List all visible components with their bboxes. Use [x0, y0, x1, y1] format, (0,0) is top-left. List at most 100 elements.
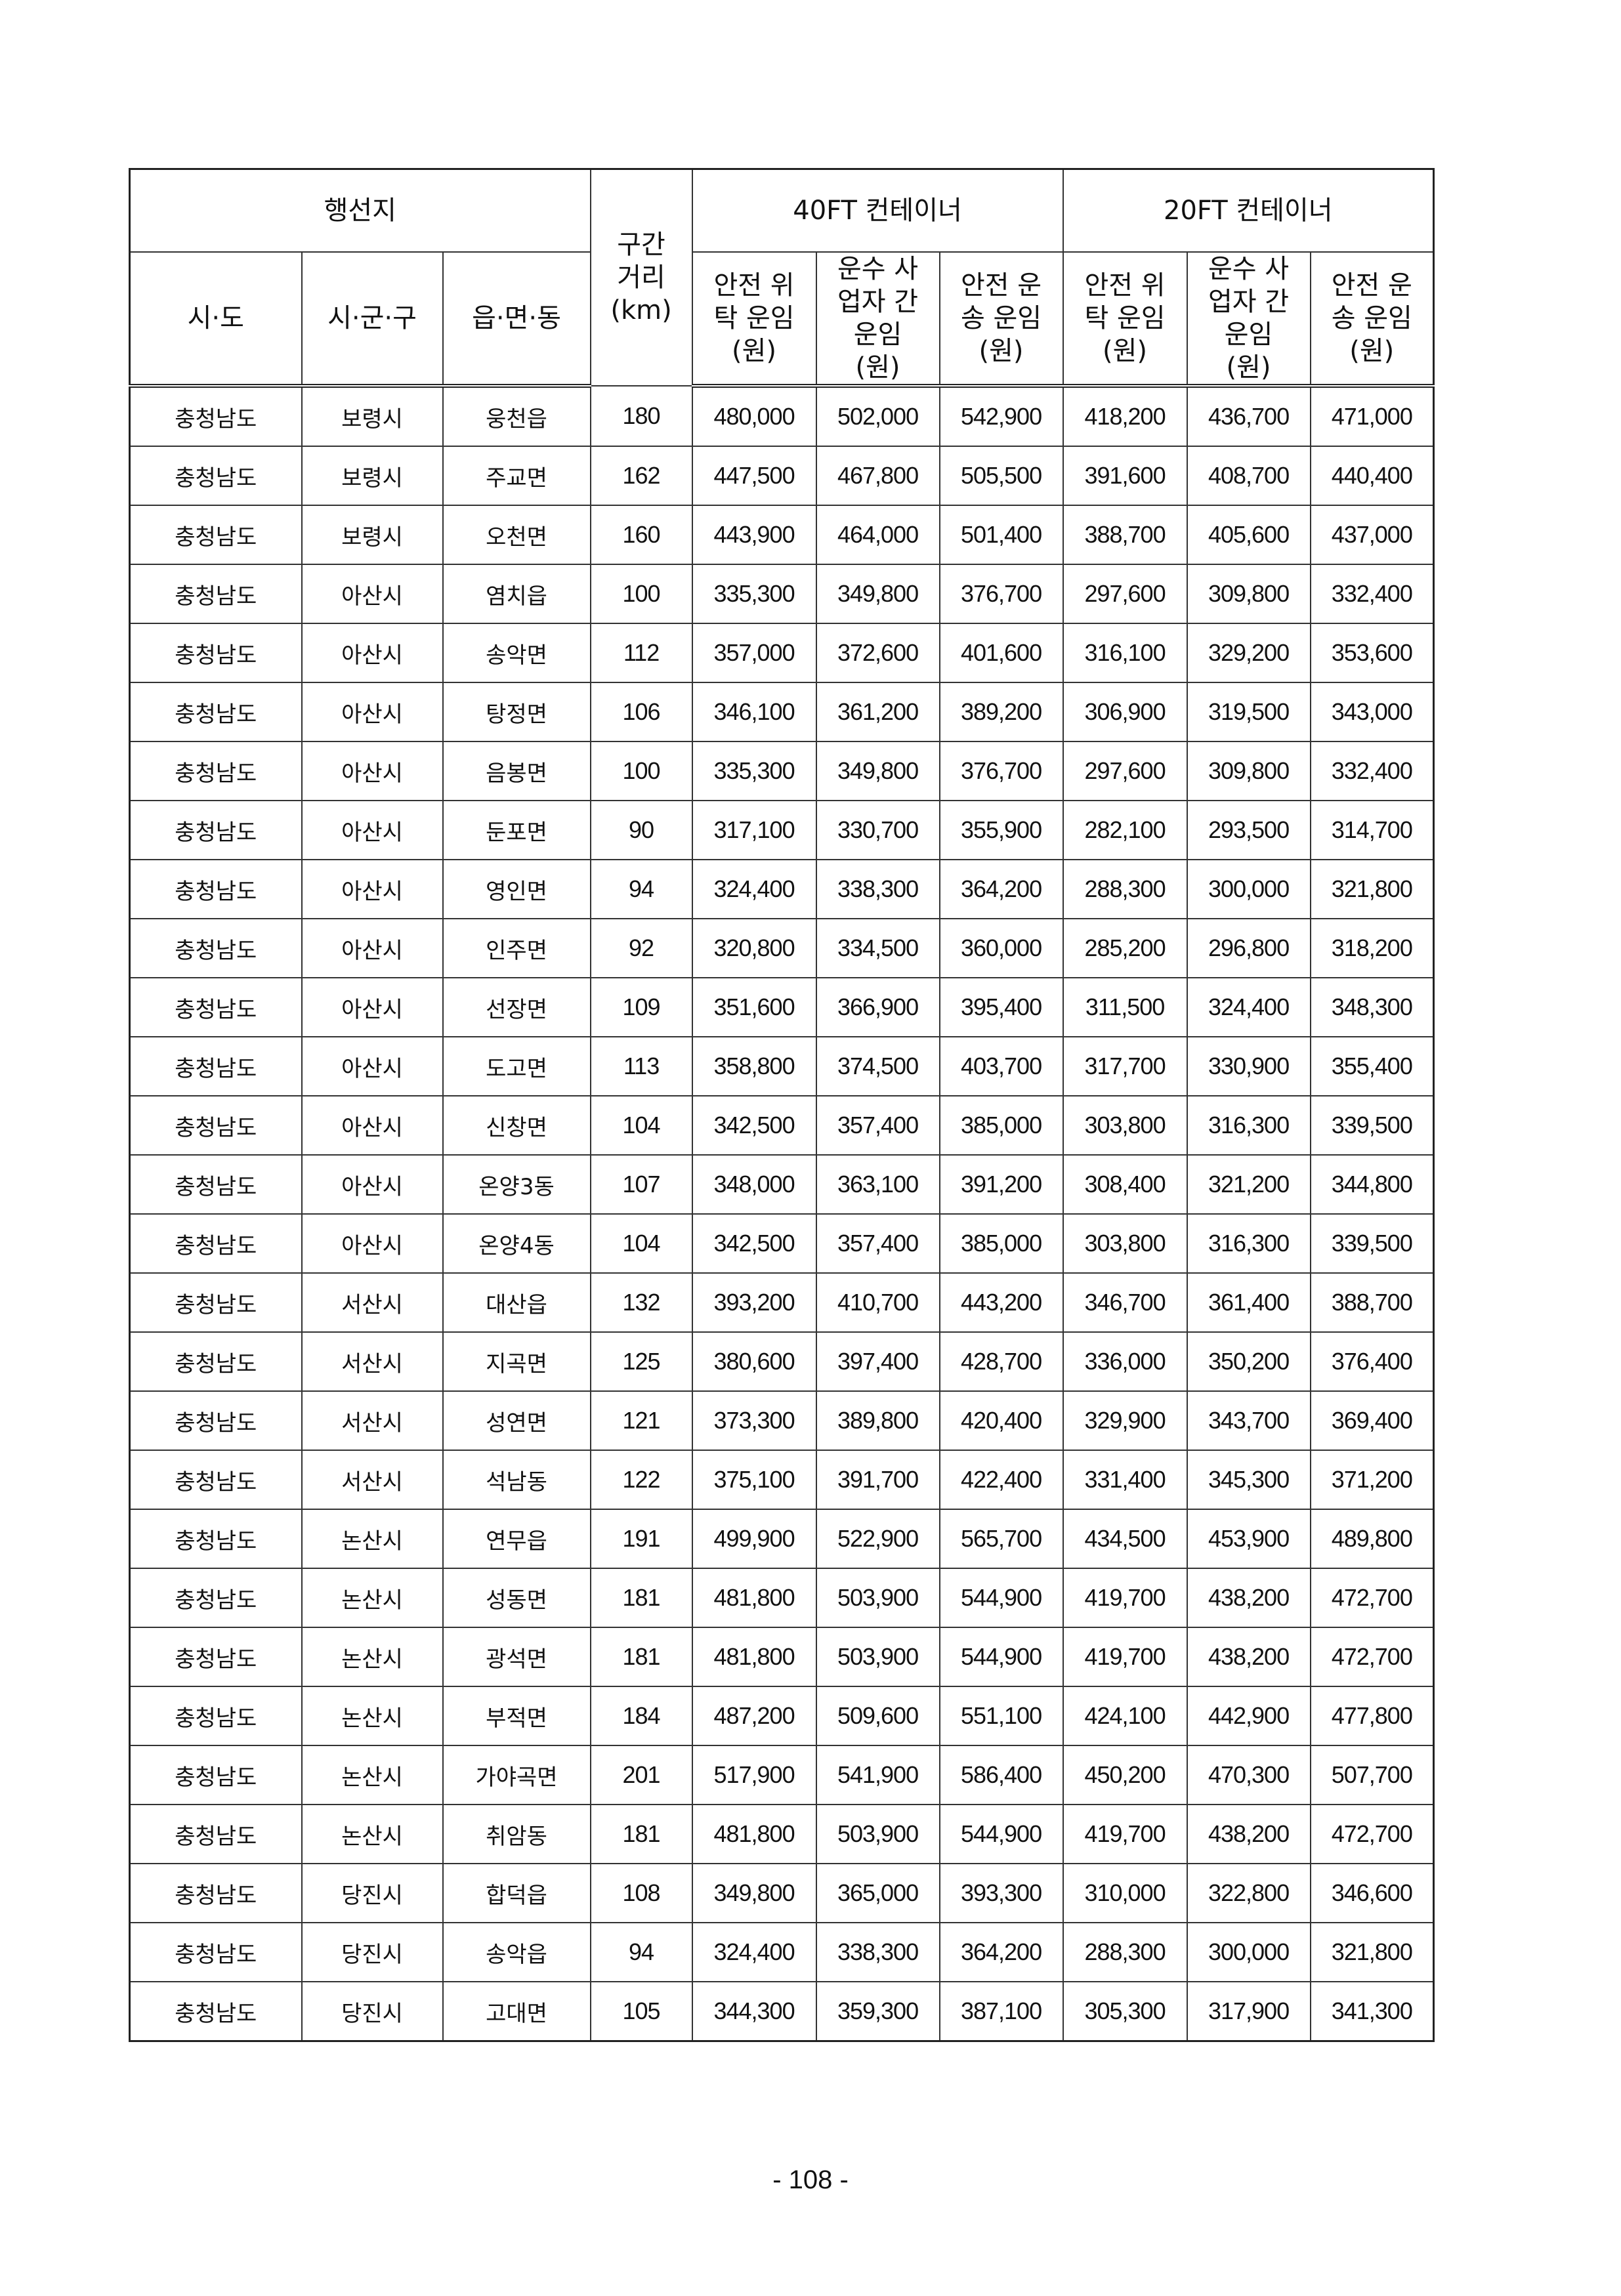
- cell-20ft-safe: 477,800: [1309, 1686, 1435, 1746]
- cell-sido: 충청남도: [129, 1745, 303, 1805]
- page-number: - 108 -: [772, 2165, 849, 2194]
- cell-distance: 162: [589, 446, 693, 506]
- cell-20ft-safe: 437,000: [1309, 505, 1435, 565]
- cell-40ft-carrier: 397,400: [815, 1331, 940, 1392]
- cell-40ft-safe: 376,700: [938, 741, 1064, 801]
- cell-sido: 충청남도: [129, 918, 303, 978]
- cell-sido: 충청남도: [129, 623, 303, 683]
- cell-sigungu: 논산시: [301, 1686, 444, 1746]
- cell-distance: 181: [589, 1568, 693, 1628]
- cell-20ft-carrier: 442,900: [1186, 1686, 1311, 1746]
- table-row: 충청남도 논산시 연무읍 191 499,900 522,900 565,700 434,50…: [129, 1509, 1435, 1569]
- cell-sigungu: 당진시: [301, 1922, 444, 1982]
- cell-40ft-consign: 342,500: [691, 1095, 817, 1156]
- cell-40ft-consign: 358,800: [691, 1036, 817, 1096]
- cell-20ft-safe: 348,300: [1309, 977, 1435, 1037]
- table-row: 충청남도 논산시 성동면 181 481,800 503,900 544,900 419,70…: [129, 1568, 1435, 1628]
- cell-40ft-carrier: 349,800: [815, 564, 940, 624]
- cell-eupmyeondong: 염치읍: [442, 564, 591, 624]
- cell-20ft-safe: 376,400: [1309, 1331, 1435, 1392]
- cell-20ft-consign: 288,300: [1062, 1922, 1188, 1982]
- cell-20ft-safe: 489,800: [1309, 1509, 1435, 1569]
- table-row: 충청남도 당진시 합덕읍 108 349,800 365,000 393,300 310,00…: [129, 1863, 1435, 1923]
- cell-20ft-consign: 450,200: [1062, 1745, 1188, 1805]
- cell-40ft-safe: 355,900: [938, 800, 1064, 860]
- cell-distance: 122: [589, 1450, 693, 1510]
- header-rate-column: 안전 위탁 운임 (원): [691, 251, 817, 388]
- cell-40ft-consign: 335,300: [691, 741, 817, 801]
- cell-20ft-safe: 339,500: [1309, 1213, 1435, 1274]
- cell-20ft-safe: 332,400: [1309, 564, 1435, 624]
- header-sigungu: 시·군·구: [301, 251, 444, 388]
- cell-20ft-consign: 305,300: [1062, 1981, 1188, 2042]
- header-distance: 구간 거리 (km): [589, 168, 693, 386]
- cell-distance: 132: [589, 1272, 693, 1333]
- cell-20ft-carrier: 329,200: [1186, 623, 1311, 683]
- cell-40ft-safe: 551,100: [938, 1686, 1064, 1746]
- cell-20ft-carrier: 470,300: [1186, 1745, 1311, 1805]
- cell-20ft-carrier: 343,700: [1186, 1390, 1311, 1451]
- cell-20ft-carrier: 316,300: [1186, 1095, 1311, 1156]
- cell-40ft-safe: 389,200: [938, 682, 1064, 742]
- cell-sigungu: 아산시: [301, 1154, 444, 1215]
- table-row: 충청남도 서산시 성연면 121 373,300 389,800 420,400 329,90…: [129, 1390, 1435, 1451]
- cell-20ft-consign: 282,100: [1062, 800, 1188, 860]
- cell-40ft-carrier: 365,000: [815, 1863, 940, 1923]
- header-rate-column: 운수 사업자 간 운임 (원): [1186, 251, 1311, 388]
- cell-distance: 92: [589, 918, 693, 978]
- cell-distance: 112: [589, 623, 693, 683]
- cell-20ft-consign: 331,400: [1062, 1450, 1188, 1510]
- cell-40ft-consign: 380,600: [691, 1331, 817, 1392]
- cell-sido: 충청남도: [129, 385, 303, 447]
- cell-40ft-safe: 364,200: [938, 859, 1064, 919]
- cell-distance: 94: [589, 1922, 693, 1982]
- cell-sido: 충청남도: [129, 1922, 303, 1982]
- cell-eupmyeondong: 송악면: [442, 623, 591, 683]
- cell-sigungu: 논산시: [301, 1627, 444, 1687]
- cell-eupmyeondong: 고대면: [442, 1981, 591, 2042]
- cell-distance: 100: [589, 741, 693, 801]
- cell-20ft-safe: 472,700: [1309, 1627, 1435, 1687]
- cell-sido: 충청남도: [129, 1095, 303, 1156]
- cell-40ft-consign: 349,800: [691, 1863, 817, 1923]
- cell-sido: 충청남도: [129, 505, 303, 565]
- cell-20ft-safe: 353,600: [1309, 623, 1435, 683]
- cell-20ft-consign: 336,000: [1062, 1331, 1188, 1392]
- cell-20ft-carrier: 300,000: [1186, 859, 1311, 919]
- table-row: 충청남도 아산시 온양3동 107 348,000 363,100 391,200 308,4…: [129, 1154, 1435, 1215]
- cell-distance: 121: [589, 1390, 693, 1451]
- cell-eupmyeondong: 성연면: [442, 1390, 591, 1451]
- cell-40ft-carrier: 357,400: [815, 1213, 940, 1274]
- table-row: 충청남도 아산시 송악면 112 357,000 372,600 401,600 316,10…: [129, 623, 1435, 683]
- cell-20ft-carrier: 405,600: [1186, 505, 1311, 565]
- cell-distance: 125: [589, 1331, 693, 1392]
- table-row: 충청남도 보령시 웅천읍 180 480,000 502,000 542,900 418,20…: [129, 385, 1435, 447]
- cell-20ft-safe: 344,800: [1309, 1154, 1435, 1215]
- cell-eupmyeondong: 둔포면: [442, 800, 591, 860]
- cell-40ft-safe: 542,900: [938, 385, 1064, 447]
- cell-sido: 충청남도: [129, 1863, 303, 1923]
- cell-40ft-safe: 428,700: [938, 1331, 1064, 1392]
- cell-40ft-safe: 544,900: [938, 1627, 1064, 1687]
- cell-sido: 충청남도: [129, 1627, 303, 1687]
- cell-40ft-carrier: 361,200: [815, 682, 940, 742]
- cell-distance: 104: [589, 1095, 693, 1156]
- table-row: 충청남도 당진시 고대면 105 344,300 359,300 387,100 305,30…: [129, 1981, 1435, 2042]
- header-rate-column: 운수 사업자 간 운임 (원): [815, 251, 940, 388]
- header-destination: 행선지: [129, 168, 591, 253]
- table-row: 충청남도 서산시 지곡면 125 380,600 397,400 428,700 336,00…: [129, 1331, 1435, 1392]
- cell-distance: 94: [589, 859, 693, 919]
- table-row: 충청남도 아산시 온양4동 104 342,500 357,400 385,000 303,8…: [129, 1213, 1435, 1274]
- cell-sido: 충청남도: [129, 1509, 303, 1569]
- cell-eupmyeondong: 온양3동: [442, 1154, 591, 1215]
- cell-40ft-carrier: 503,900: [815, 1568, 940, 1628]
- cell-sigungu: 논산시: [301, 1745, 444, 1805]
- cell-20ft-consign: 329,900: [1062, 1390, 1188, 1451]
- cell-eupmyeondong: 대산읍: [442, 1272, 591, 1333]
- cell-40ft-consign: 335,300: [691, 564, 817, 624]
- header-rate-column: 안전 운송 운임 (원): [938, 251, 1064, 388]
- header-rate-column: 안전 위탁 운임 (원): [1062, 251, 1188, 388]
- cell-eupmyeondong: 취암동: [442, 1804, 591, 1864]
- cell-sigungu: 아산시: [301, 741, 444, 801]
- cell-20ft-carrier: 300,000: [1186, 1922, 1311, 1982]
